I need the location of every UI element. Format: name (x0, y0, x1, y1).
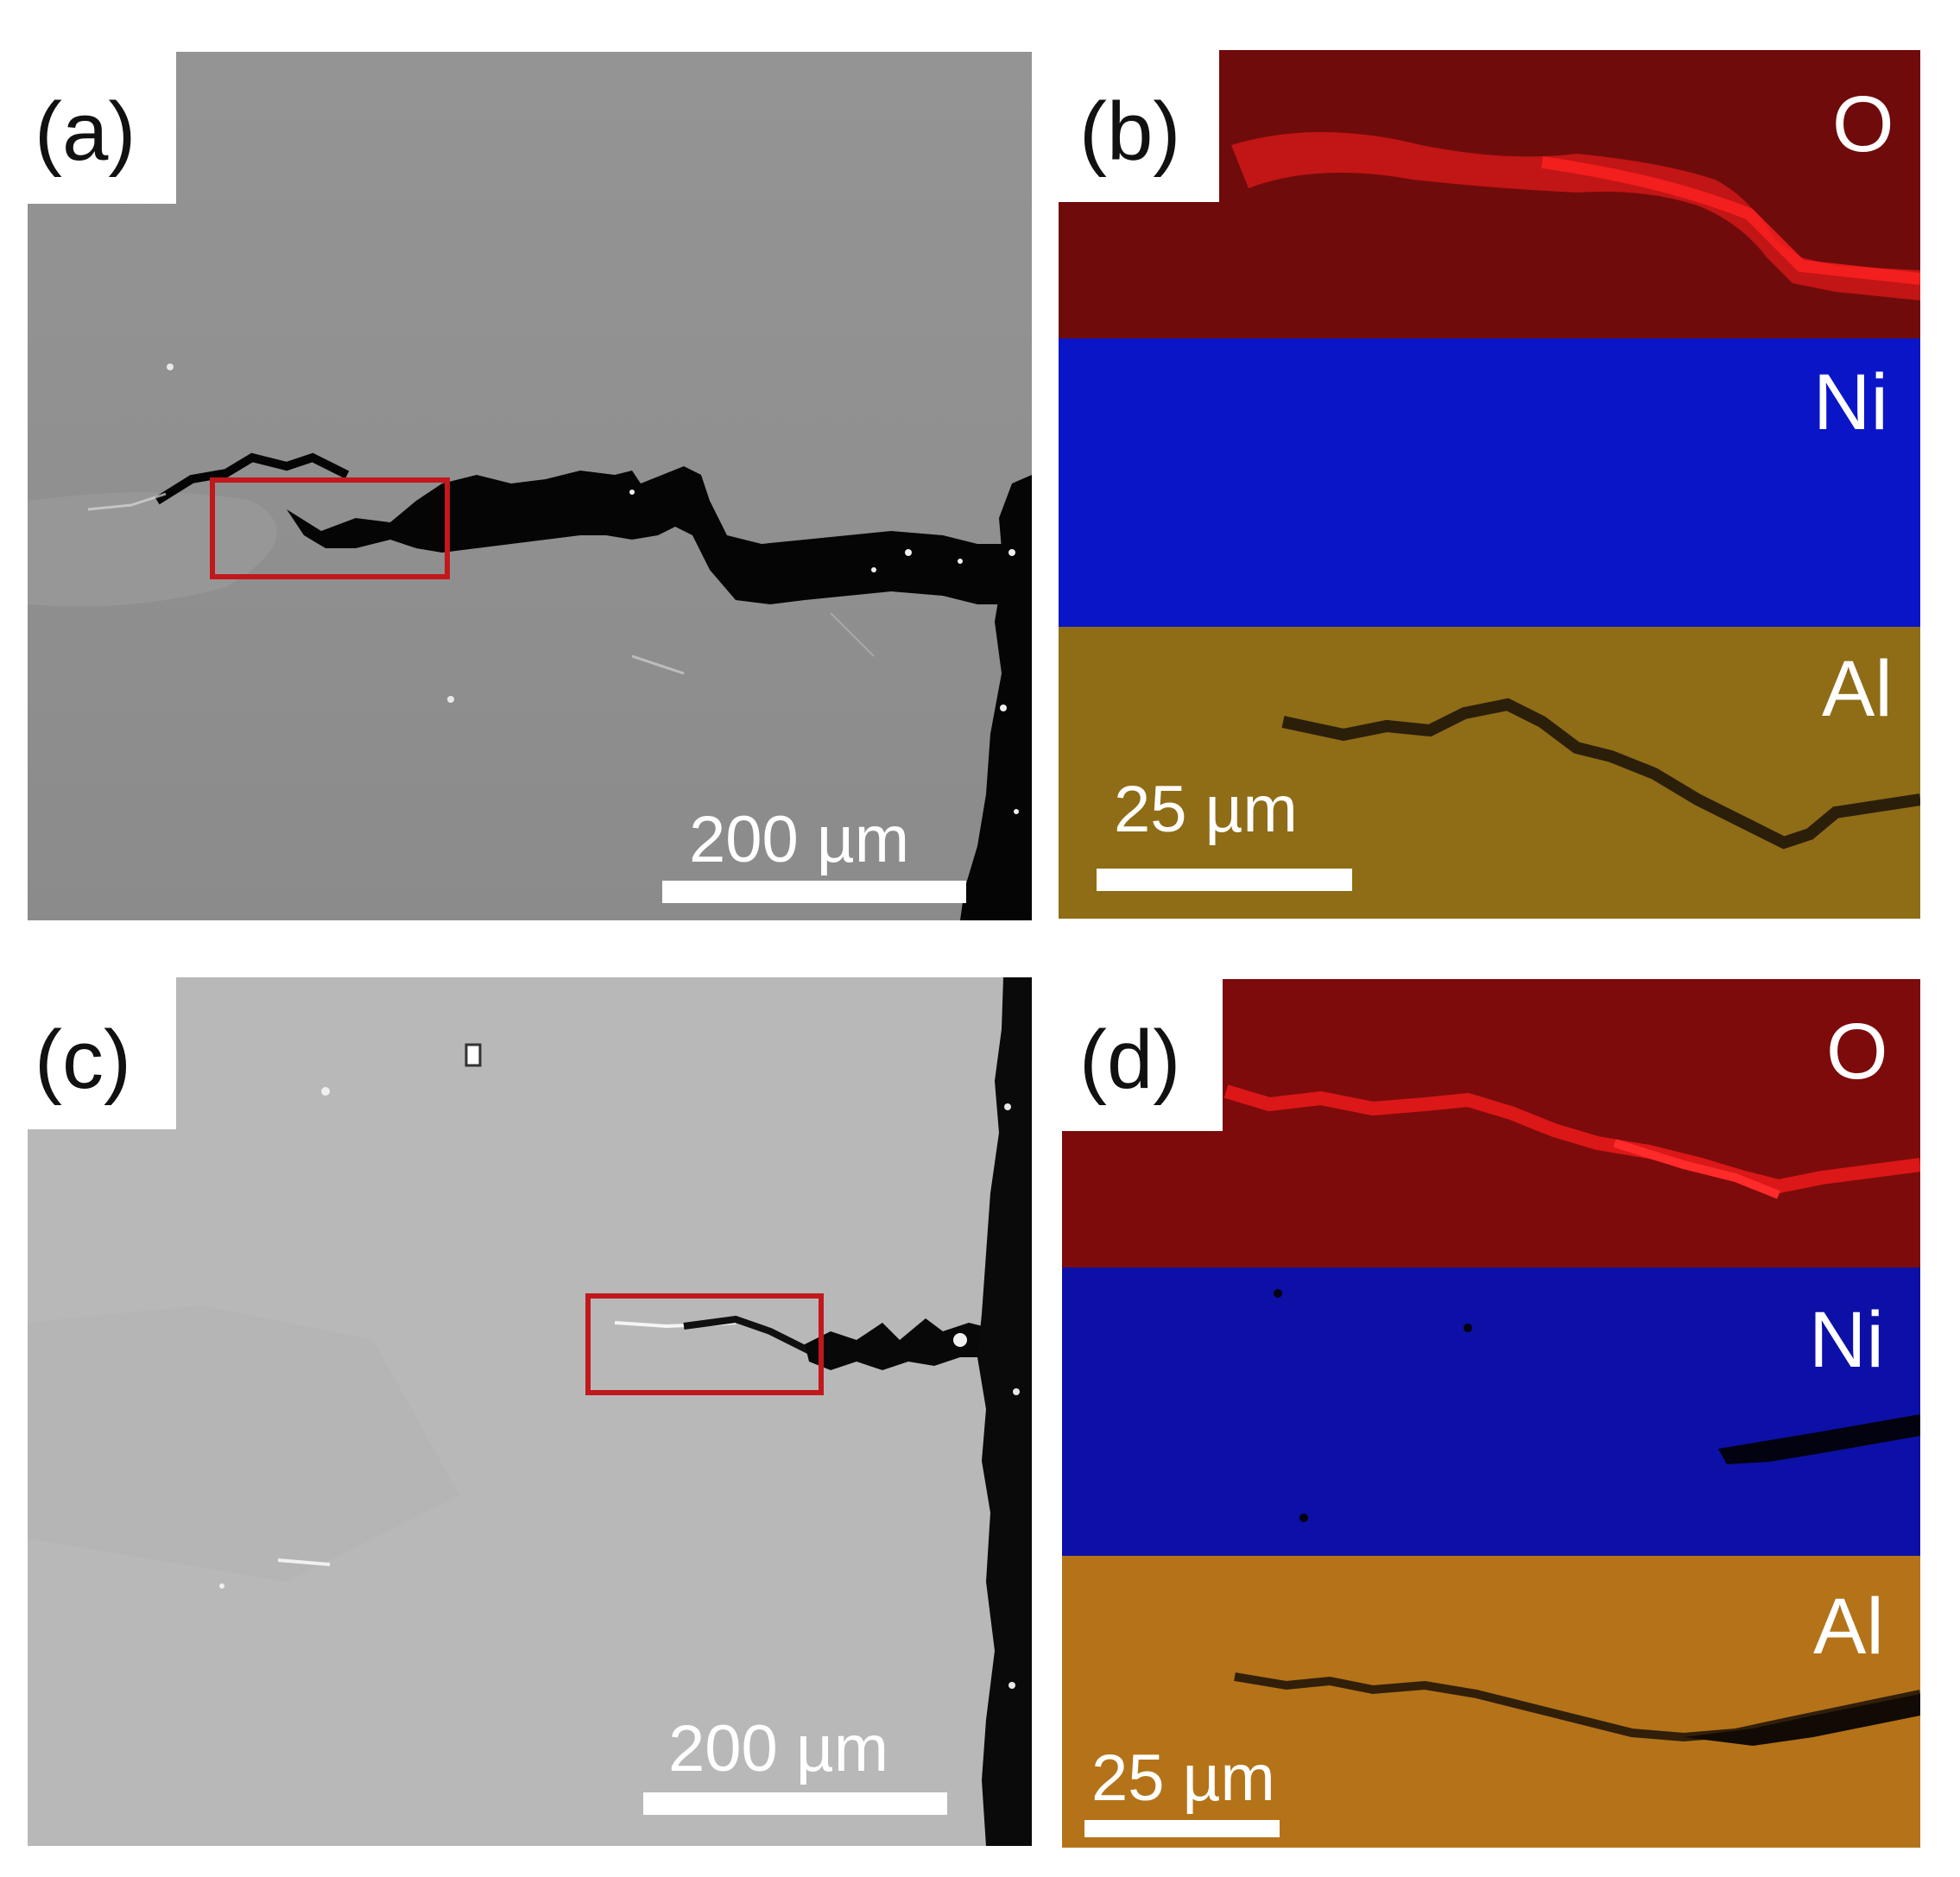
panel-d-label: (d) (1079, 1014, 1181, 1106)
panel-d-Al-map (1062, 1556, 1920, 1848)
panel-c-graphic (28, 977, 1032, 1846)
region-of-interest-box (210, 477, 450, 579)
panel-c-sem-image (28, 977, 1032, 1846)
right-edge (960, 475, 1032, 920)
panel-a-sem-image (28, 52, 1032, 920)
panel-d-label-box (1062, 979, 1223, 1131)
panel-a-label-box (28, 52, 176, 204)
panel-b-Al-label: Al (1822, 645, 1893, 733)
panel-b-O-map (1059, 50, 1920, 338)
panel-a-scale-text: 200 µm (689, 803, 910, 876)
panel-d-Ni-map-graphic (1062, 1267, 1920, 1556)
panel-d-scale-text: 25 µm (1091, 1741, 1275, 1815)
panel-b-Ni-label: Ni (1813, 358, 1888, 446)
panel-b-label: (b) (1079, 85, 1181, 178)
panel-d-Al-map-graphic (1062, 1556, 1920, 1848)
panel-c-label: (c) (35, 1014, 131, 1106)
panel-d-Ni-map (1062, 1267, 1920, 1556)
crack-tip-thin (155, 452, 350, 505)
right-edge (977, 977, 1032, 1846)
main-crack (805, 1318, 986, 1370)
panel-c-label-box (28, 977, 176, 1129)
panel-d-O-label: O (1826, 1008, 1888, 1096)
panel-d-Al-label: Al (1813, 1583, 1884, 1671)
panel-b-O-label: O (1832, 80, 1894, 168)
main-crack (287, 466, 1003, 604)
panel-a-scale-bar (662, 881, 966, 903)
panel-c-scale-bar (643, 1792, 947, 1815)
panel-d-scale-bar (1084, 1820, 1280, 1837)
panel-b-Ni-map (1059, 338, 1920, 627)
panel-b-label-box (1059, 50, 1219, 202)
panel-d-Ni-label: Ni (1809, 1296, 1884, 1384)
region-of-interest-box (585, 1293, 824, 1395)
panel-b-scale-text: 25 µm (1114, 773, 1298, 846)
panel-b-scale-bar (1097, 869, 1352, 891)
panel-c-scale-text: 200 µm (668, 1712, 889, 1785)
panel-a-label: (a) (35, 85, 136, 178)
panel-a-graphic (28, 52, 1032, 920)
